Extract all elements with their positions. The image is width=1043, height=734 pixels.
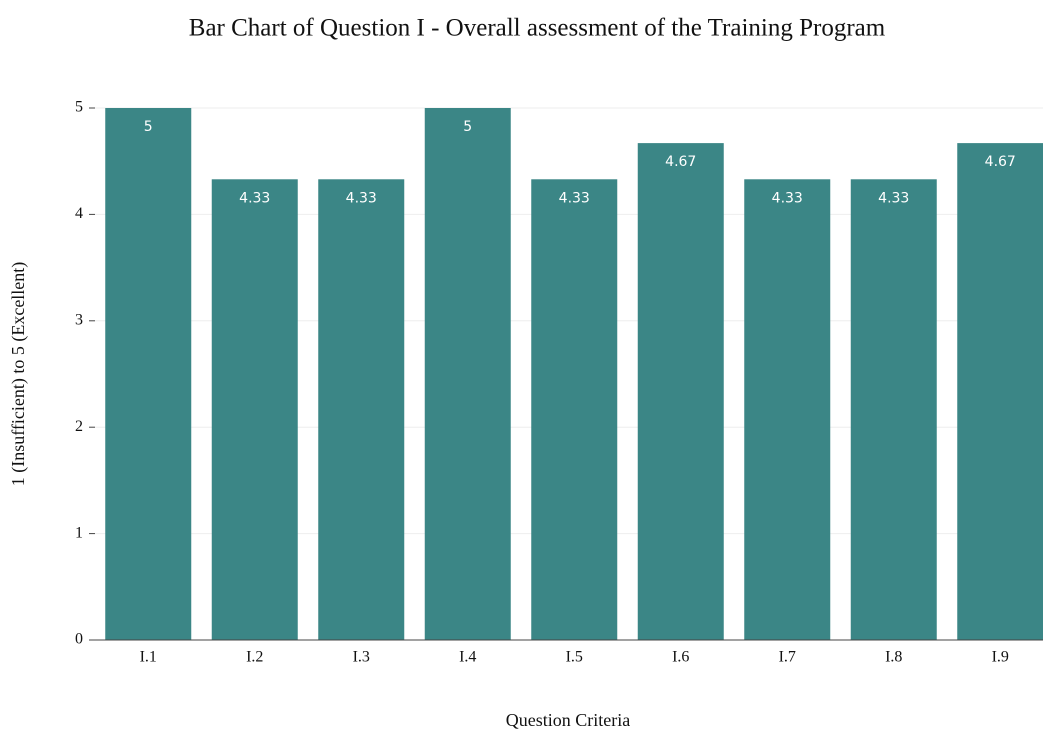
x-tick-label: I.9 bbox=[992, 649, 1009, 666]
bar bbox=[957, 143, 1043, 640]
value-label: 5 bbox=[463, 119, 472, 135]
y-tick-label: 3 bbox=[75, 311, 83, 328]
x-tick-label: I.5 bbox=[566, 649, 583, 666]
bar bbox=[531, 179, 618, 640]
bar bbox=[850, 179, 937, 640]
x-tick-label: I.4 bbox=[459, 649, 476, 666]
bar bbox=[211, 179, 298, 640]
x-tick-label: I.6 bbox=[672, 649, 689, 666]
value-label: 4.67 bbox=[665, 154, 696, 170]
value-label: 5 bbox=[144, 119, 153, 135]
value-label: 4.67 bbox=[985, 154, 1016, 170]
bar bbox=[424, 108, 511, 640]
x-tick-label: I.1 bbox=[140, 649, 157, 666]
y-tick-label: 1 bbox=[75, 524, 83, 541]
chart-title: Bar Chart of Question I - Overall assess… bbox=[189, 15, 886, 42]
x-tick-label: I.8 bbox=[885, 649, 902, 666]
x-tick-label: I.3 bbox=[353, 649, 370, 666]
y-tick-label: 0 bbox=[75, 631, 83, 648]
value-label: 4.33 bbox=[559, 190, 590, 206]
x-tick-label: I.2 bbox=[246, 649, 263, 666]
bar bbox=[105, 108, 192, 640]
y-tick-label: 2 bbox=[75, 418, 83, 435]
bar bbox=[744, 179, 831, 640]
y-tick-label: 5 bbox=[75, 99, 83, 116]
value-label: 4.33 bbox=[878, 190, 909, 206]
x-axis-label: Question Criteria bbox=[506, 710, 630, 730]
x-tick-label: I.7 bbox=[779, 649, 796, 666]
y-tick-label: 4 bbox=[75, 205, 83, 222]
y-axis-label: 1 (Insufficient) to 5 (Excellent) bbox=[8, 262, 29, 487]
bar bbox=[318, 179, 405, 640]
value-label: 4.33 bbox=[772, 190, 803, 206]
bar bbox=[637, 143, 724, 640]
value-label: 4.33 bbox=[346, 190, 377, 206]
value-label: 4.33 bbox=[239, 190, 270, 206]
